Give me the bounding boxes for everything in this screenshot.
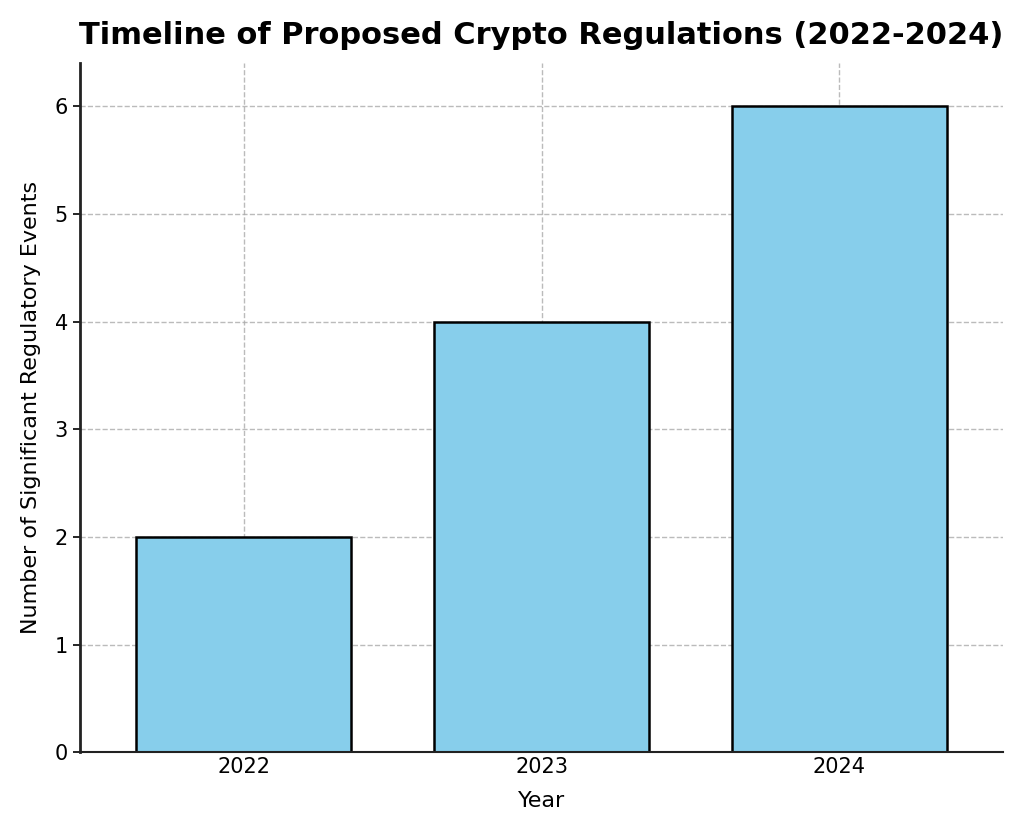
- X-axis label: Year: Year: [518, 791, 565, 811]
- Bar: [434, 322, 649, 752]
- Title: Timeline of Proposed Crypto Regulations (2022-2024): Timeline of Proposed Crypto Regulations …: [79, 21, 1004, 50]
- Bar: [732, 106, 946, 752]
- Bar: [136, 537, 351, 752]
- Y-axis label: Number of Significant Regulatory Events: Number of Significant Regulatory Events: [20, 181, 41, 635]
